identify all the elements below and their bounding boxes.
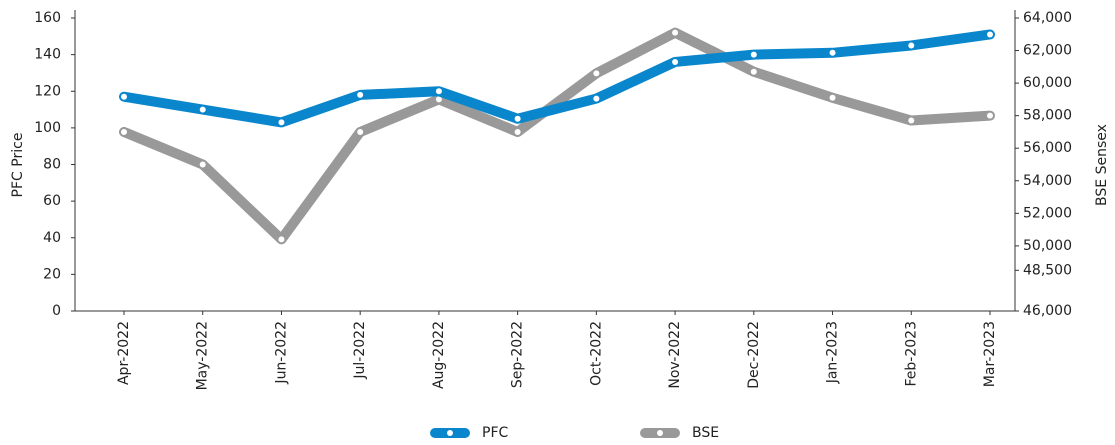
x-tick-label: Nov-2022 <box>667 321 683 389</box>
point <box>593 95 600 102</box>
legend-dot <box>657 430 663 436</box>
point <box>199 161 206 168</box>
point <box>829 49 836 56</box>
y2-tick-label: 64,000 <box>1023 10 1072 26</box>
x-tick-label: Aug-2022 <box>431 321 447 389</box>
point <box>593 70 600 77</box>
x-tick-label: Feb-2023 <box>903 321 919 386</box>
point <box>357 91 364 98</box>
y-tick-label: 0 <box>52 303 61 319</box>
legend-dot <box>447 430 453 436</box>
legend-label: BSE <box>692 425 719 441</box>
point <box>987 31 993 38</box>
x-tick-label: Dec-2022 <box>746 321 762 389</box>
y2-tick-label: 58,000 <box>1023 108 1072 124</box>
y2-axis-label: BSE Sensex <box>1094 124 1110 206</box>
point <box>908 117 915 124</box>
y-axis-label: PFC Price <box>10 133 26 198</box>
point <box>278 236 285 243</box>
y2-tick-label: 54,000 <box>1023 173 1072 189</box>
x-tick-label: Jul-2022 <box>352 321 368 380</box>
point <box>121 93 127 100</box>
x-tick-label: May-2022 <box>195 321 211 390</box>
y2-tick-label: 62,000 <box>1023 43 1072 59</box>
y2-tick-label: 46,000 <box>1023 303 1072 319</box>
point <box>514 115 521 122</box>
point <box>829 94 836 101</box>
point <box>435 88 442 95</box>
y2-tick-label: 56,000 <box>1023 140 1072 156</box>
y2-tick-label: 50,000 <box>1023 238 1072 254</box>
x-tick-label: Jan-2023 <box>825 321 841 384</box>
point <box>750 51 757 58</box>
y-tick-label: 100 <box>34 120 61 136</box>
point <box>908 42 915 49</box>
legend-label: PFC <box>482 425 508 441</box>
point <box>672 58 679 65</box>
y2-tick-label: 52,000 <box>1023 205 1072 221</box>
point <box>278 119 285 126</box>
series-line <box>119 27 995 245</box>
point <box>121 128 127 135</box>
point <box>987 112 993 119</box>
x-tick-label: Mar-2023 <box>982 321 998 387</box>
point <box>357 128 364 135</box>
x-tick-label: Apr-2022 <box>116 321 132 385</box>
point <box>672 29 679 36</box>
y-tick-label: 80 <box>43 157 61 173</box>
y-tick-label: 160 <box>34 10 61 26</box>
y-tick-label: 40 <box>43 230 61 246</box>
y2-tick-label: 60,000 <box>1023 75 1072 91</box>
point <box>199 106 206 113</box>
series-line <box>119 29 995 128</box>
x-tick-label: Oct-2022 <box>588 321 604 386</box>
x-tick-label: Jun-2022 <box>273 321 289 385</box>
point <box>435 96 442 103</box>
y2-tick-label: 48,500 <box>1023 262 1072 278</box>
y-tick-label: 20 <box>43 266 61 282</box>
point <box>514 128 521 135</box>
x-tick-label: Sep-2022 <box>510 321 526 388</box>
y-tick-label: 120 <box>34 83 61 99</box>
point <box>750 68 757 75</box>
y-tick-label: 60 <box>43 193 61 209</box>
y-tick-label: 140 <box>34 47 61 63</box>
